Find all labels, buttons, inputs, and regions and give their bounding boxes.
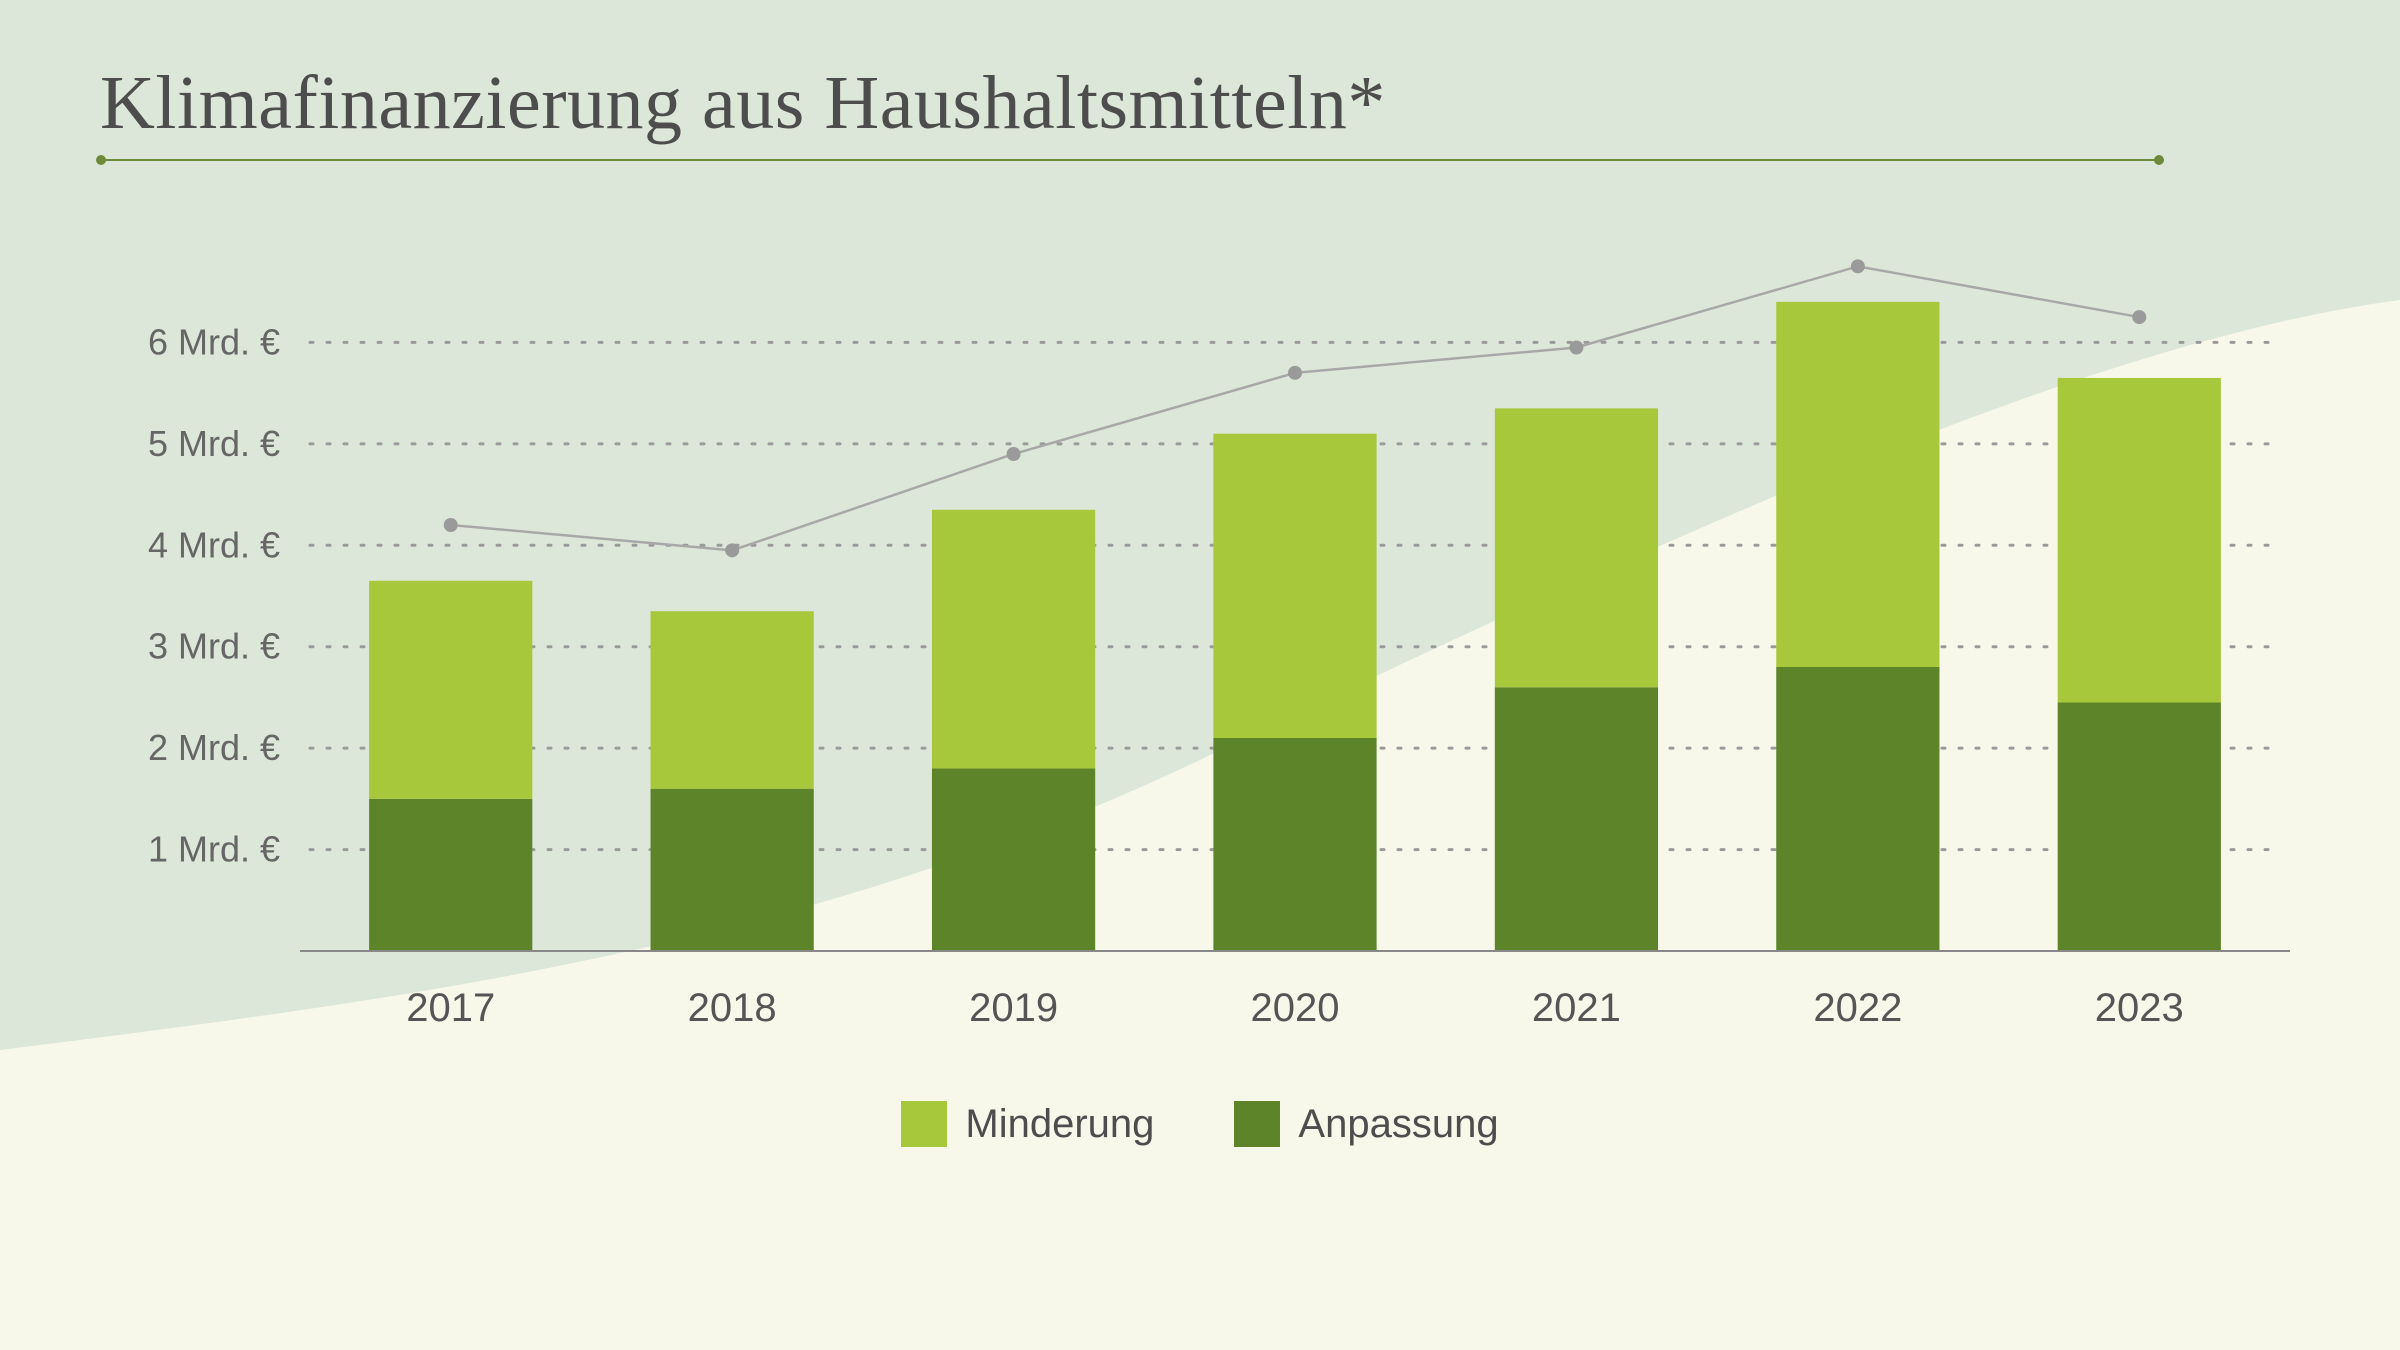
title-underline	[100, 159, 2160, 161]
chart-svg: 1 Mrd. € 2 Mrd. € 3 Mrd. € 4 Mrd. € 5 Mrd. €…	[80, 211, 2320, 1061]
legend-item-minderung: Minderung	[901, 1101, 1154, 1147]
svg-text:1 Mrd. €: 1 Mrd. €	[148, 829, 280, 870]
svg-text:2018: 2018	[688, 986, 777, 1030]
chart-area: 1 Mrd. € 2 Mrd. € 3 Mrd. € 4 Mrd. € 5 Mrd. €…	[80, 211, 2320, 1061]
svg-text:6 Mrd. €: 6 Mrd. €	[148, 321, 280, 362]
legend-label-anpassung: Anpassung	[1298, 1102, 1498, 1147]
svg-text:2 Mrd. €: 2 Mrd. €	[148, 727, 280, 768]
svg-text:4 Mrd. €: 4 Mrd. €	[148, 524, 280, 565]
svg-text:3 Mrd. €: 3 Mrd. €	[148, 626, 280, 667]
content-area: Klimafinanzierung aus Haushaltsmitteln* …	[0, 0, 2400, 1350]
legend-swatch-anpassung	[1234, 1101, 1280, 1147]
legend: Minderung Anpassung	[80, 1101, 2320, 1147]
svg-text:2021: 2021	[1532, 986, 1621, 1030]
legend-item-anpassung: Anpassung	[1234, 1101, 1498, 1147]
svg-text:2022: 2022	[1813, 986, 1902, 1030]
svg-text:2019: 2019	[969, 986, 1058, 1030]
svg-text:5 Mrd. €: 5 Mrd. €	[148, 423, 280, 464]
legend-label-minderung: Minderung	[965, 1102, 1154, 1147]
svg-text:2020: 2020	[1251, 986, 1340, 1030]
svg-text:2023: 2023	[2095, 986, 2184, 1030]
svg-text:2017: 2017	[406, 986, 495, 1030]
chart-title: Klimafinanzierung aus Haushaltsmitteln*	[100, 60, 2320, 147]
legend-swatch-minderung	[901, 1101, 947, 1147]
